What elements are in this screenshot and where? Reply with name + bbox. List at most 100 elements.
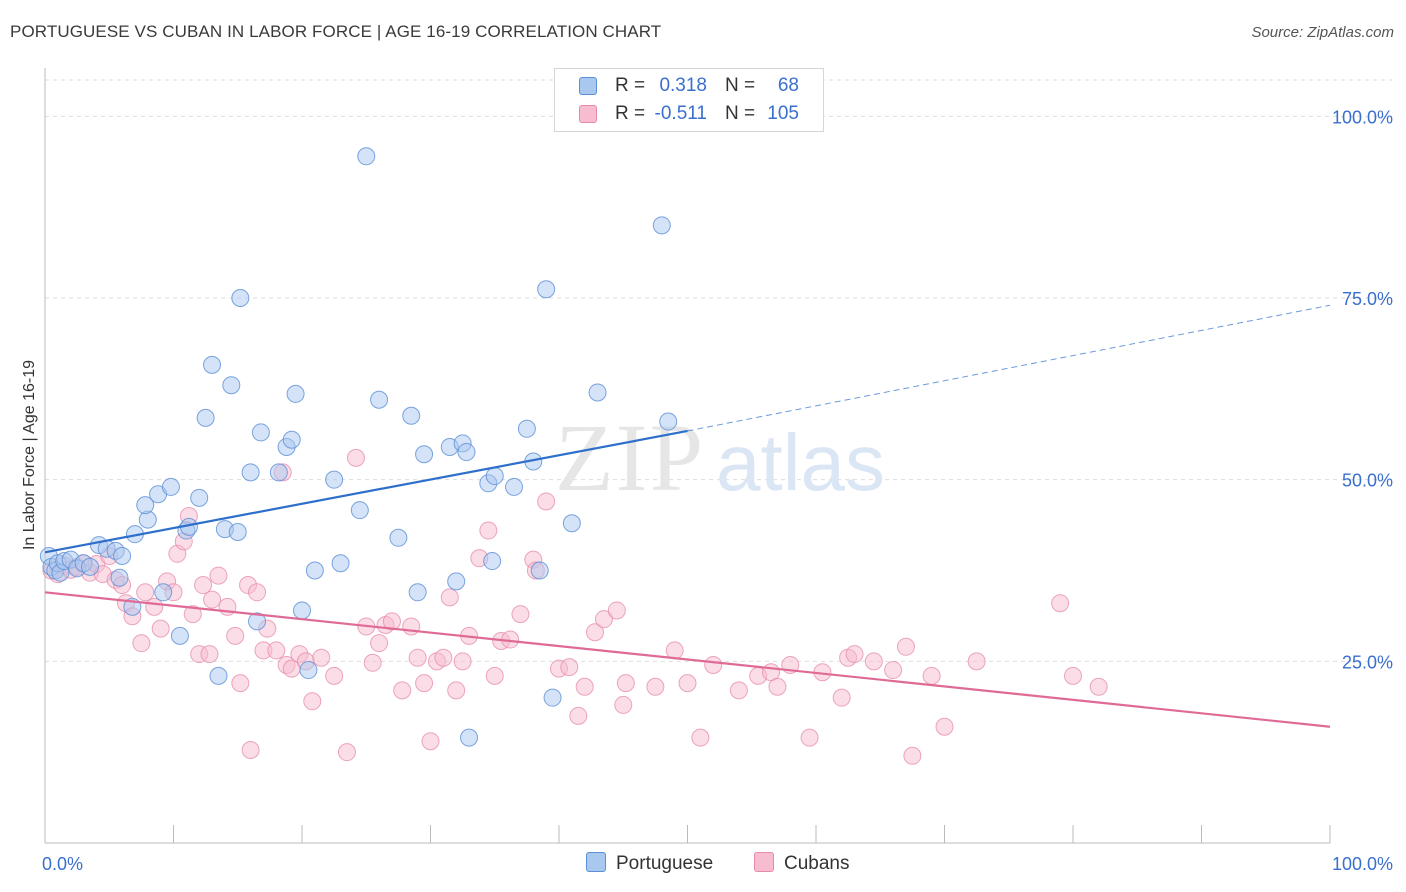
portuguese-point [161, 477, 180, 496]
cubans-point [864, 652, 883, 671]
cubans-point [325, 666, 344, 685]
portuguese-point [286, 384, 305, 403]
cubans-point [200, 645, 219, 664]
watermark-zip: ZIP [555, 404, 705, 511]
portuguese-point [154, 583, 173, 602]
legend-label-portuguese: Portuguese [616, 853, 714, 874]
cubans-point [832, 688, 851, 707]
legend-r-value: 0.318 [659, 75, 707, 96]
cubans-point [594, 610, 613, 629]
cubans-point [241, 740, 260, 759]
cubans-point [183, 605, 202, 624]
cubans-point [935, 717, 954, 736]
legend-r-label: R = [615, 103, 646, 124]
cubans-point [393, 681, 412, 700]
legend-label-cubans: Cubans [784, 853, 850, 874]
legend-n-value: 105 [767, 103, 799, 124]
y-tick-label: 75.0% [1342, 289, 1393, 309]
y-tick-label: 100.0% [1332, 107, 1393, 127]
y-tick-label: 50.0% [1342, 471, 1393, 491]
legend-item-portuguese[interactable]: Portuguese [586, 852, 713, 875]
portuguese-point [370, 390, 389, 409]
portuguese-point [505, 477, 524, 496]
cubans-point [408, 648, 427, 667]
cubans-point [421, 732, 440, 751]
cubans-point [453, 652, 472, 671]
cubans-point [1064, 666, 1082, 685]
watermark: ZIP atlas [555, 404, 885, 511]
portuguese-point [190, 488, 209, 507]
cubans-point [616, 674, 635, 693]
portuguese-point [136, 496, 155, 515]
legend-n-label: N = [725, 75, 756, 96]
cubans-point [203, 590, 222, 609]
cubans-point [511, 605, 530, 624]
cubans-point [896, 637, 915, 656]
x-tick-label: 100.0% [1332, 854, 1393, 874]
gridlines [45, 79, 1392, 662]
legend-item-cubans[interactable]: Cubans [754, 852, 850, 875]
cubans-point [845, 645, 864, 664]
portuguese-point [483, 552, 502, 571]
series-legend: Portuguese Cubans [0, 852, 1406, 878]
portuguese-point [251, 423, 270, 442]
cubans-point [151, 619, 170, 638]
cubans-point [729, 681, 748, 700]
cubans-point [440, 588, 459, 607]
cubans-point [560, 658, 579, 677]
portuguese-point [460, 728, 479, 747]
y-tick-label: 25.0% [1342, 652, 1393, 672]
cubans-point [768, 677, 787, 696]
portuguese-point [305, 561, 324, 580]
cubans-point [415, 674, 434, 693]
cubans-point [1051, 594, 1070, 613]
portuguese-point [537, 280, 556, 299]
portuguese-point [110, 568, 129, 587]
portuguese-point [485, 467, 504, 486]
cubans-point [967, 652, 986, 671]
portuguese-point [231, 289, 250, 307]
cubans-trend-line [44, 591, 1331, 728]
portuguese-point [588, 383, 607, 402]
cubans-point [646, 677, 665, 696]
cubans-point [337, 743, 356, 762]
axes [44, 68, 1331, 844]
portuguese-point [248, 612, 267, 631]
portuguese-point [80, 557, 99, 576]
cubans-swatch [754, 852, 774, 872]
cubans-point [303, 692, 322, 711]
cubans-point [226, 626, 245, 645]
cubans-point [922, 666, 941, 685]
portuguese-point [659, 412, 678, 431]
trend-lines [44, 304, 1331, 728]
legend-n-value: 68 [777, 75, 799, 96]
tick-labels: 25.0% 50.0% 75.0% 100.0% 0.0% 100.0% [42, 107, 1393, 874]
portuguese-swatch [579, 77, 597, 95]
cubans-point [231, 674, 250, 693]
cubans-point [194, 576, 213, 595]
portuguese-point [357, 147, 376, 166]
portuguese-point [415, 445, 434, 464]
cubans-point [800, 728, 819, 747]
portuguese-trend-line [44, 429, 688, 554]
portuguese-trend-extension [687, 304, 1331, 432]
portuguese-point [113, 546, 132, 565]
cubans-point [569, 706, 588, 725]
portuguese-point [209, 666, 228, 685]
portuguese-point [408, 583, 427, 602]
cubans-point [537, 492, 556, 511]
portuguese-point [222, 376, 241, 395]
cubans-point [704, 655, 723, 674]
portuguese-point [282, 430, 301, 449]
cubans-point [136, 583, 155, 602]
legend-row-cubans: R = -0.511 N = 105 [555, 102, 823, 128]
portuguese-point [350, 501, 369, 520]
portuguese-point [299, 661, 318, 680]
portuguese-point [517, 419, 536, 438]
cubans-point [585, 623, 604, 642]
portuguese-point [652, 216, 671, 235]
portuguese-point [562, 514, 581, 533]
portuguese-point [457, 443, 476, 462]
portuguese-point [325, 470, 344, 489]
